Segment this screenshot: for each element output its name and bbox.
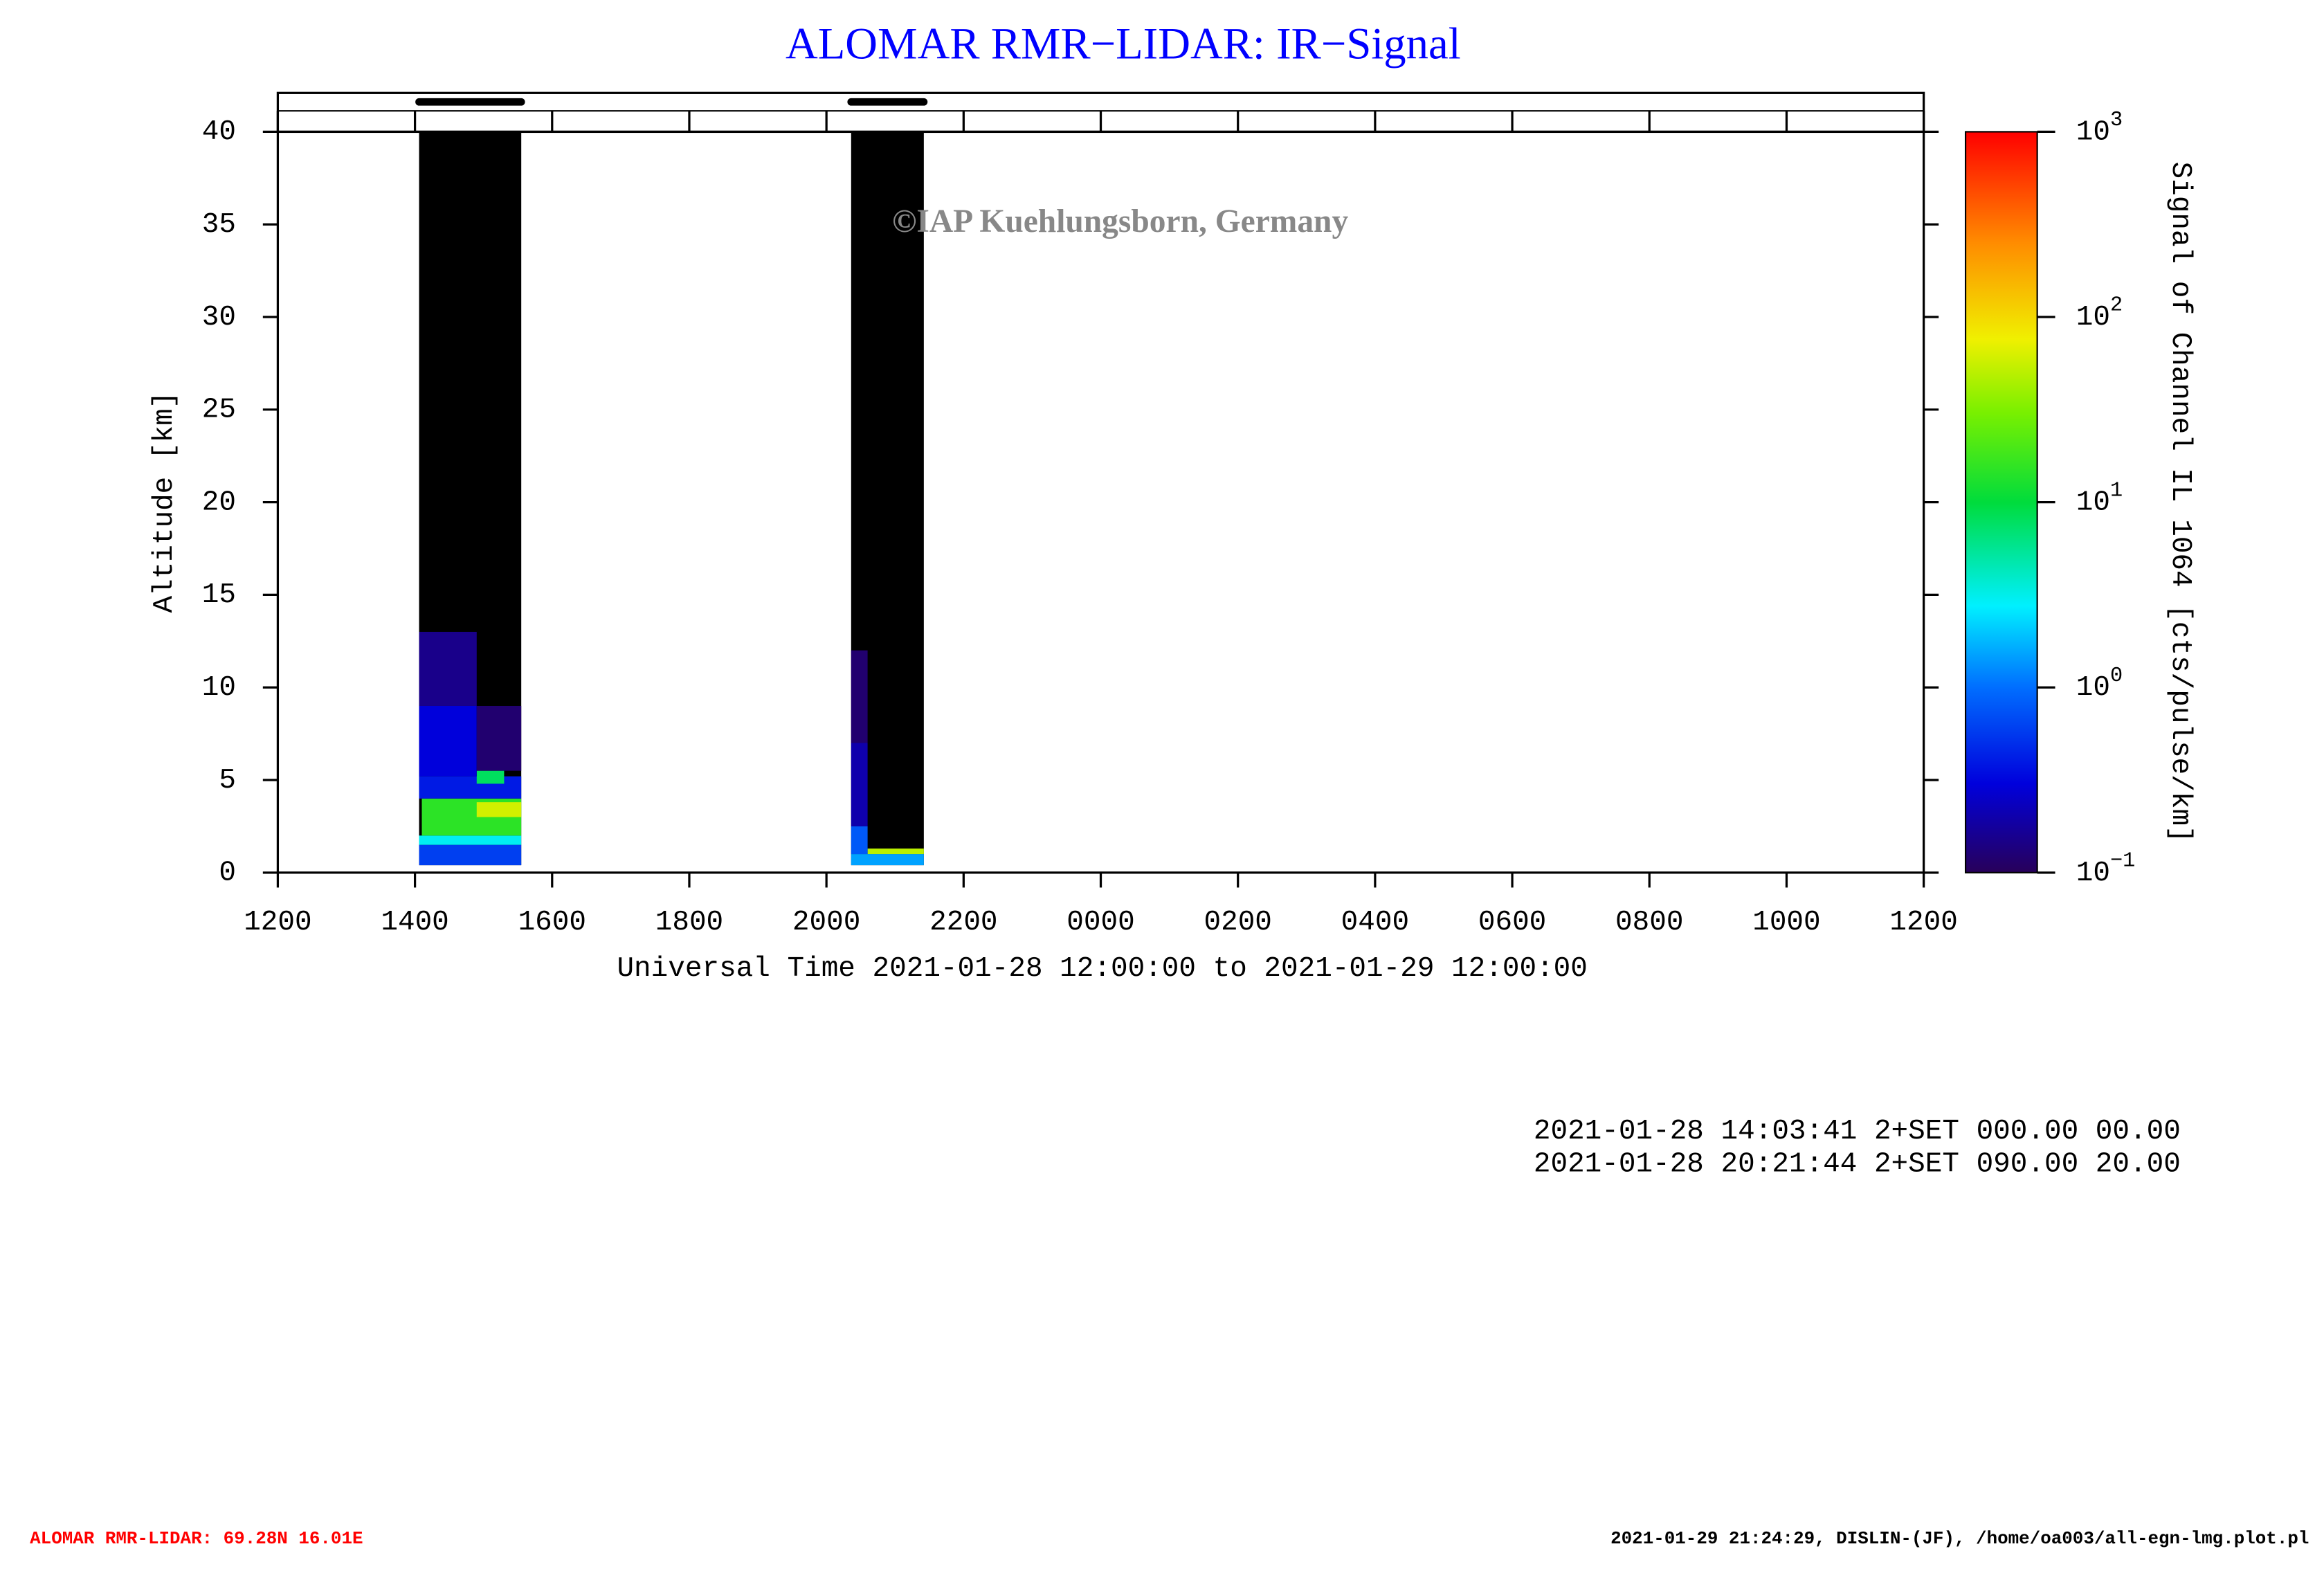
x-tick-label: 1400 [381, 907, 448, 938]
x-axis-label: Universal Time 2021-01-28 12:00:00 to 20… [617, 953, 1587, 985]
x-tick-label: 1200 [1889, 907, 1957, 938]
watermark: ©IAP Kuehlungsborn, Germany [892, 203, 1349, 239]
heatmap-cell [851, 854, 924, 866]
heatmap-cell [419, 835, 522, 845]
colorbar [1964, 131, 2038, 873]
heatmap-cell [476, 802, 522, 817]
y-tick-label: 15 [202, 579, 236, 611]
x-tick-label: 2000 [792, 907, 860, 938]
x-tick-label: 0200 [1204, 907, 1271, 938]
y-tick-label: 30 [202, 302, 236, 334]
x-tick-label: 2200 [929, 907, 997, 938]
heatmap-cell [851, 743, 868, 826]
y-tick-label: 10 [202, 672, 236, 704]
colorbar-tick-label: 102 [2076, 294, 2123, 334]
heatmap-cell [419, 844, 522, 866]
heatmap-cell [851, 826, 868, 855]
colorbar-tick-exponent: 0 [2110, 664, 2123, 688]
y-tick-label: 20 [202, 487, 236, 518]
heatmap-cell [851, 650, 868, 743]
heatmap-cell [419, 631, 477, 706]
x-tick-label: 1600 [518, 907, 586, 938]
footer-left: ALOMAR RMR-LIDAR: 69.28N 16.01E [30, 1528, 363, 1549]
y-tick-label: 35 [202, 209, 236, 241]
x-tick-label: 1000 [1752, 907, 1820, 938]
heatmap-cell [867, 849, 924, 855]
colorbar-tick-label: 103 [2076, 109, 2123, 148]
x-tick-label: 0400 [1341, 907, 1409, 938]
info-line: 2021-01-28 14:03:41 2+SET 000.00 00.00 [1534, 1116, 2181, 1148]
colorbar-tick-label: 101 [2076, 479, 2123, 518]
colorbar-tick-label: 10−1 [2076, 850, 2135, 889]
heatmap-cell [476, 770, 505, 784]
x-tick-label: 0800 [1615, 907, 1683, 938]
heatmap-cell [476, 705, 522, 771]
colorbar-tick-base: 10 [2076, 672, 2110, 704]
footer-right: 2021-01-29 21:24:29, DISLIN-(JF), /home/… [1610, 1528, 2309, 1549]
heatmap-cell [419, 705, 477, 777]
x-tick-label: 1800 [655, 907, 723, 938]
colorbar-tick-base: 10 [2076, 487, 2110, 518]
y-tick-label: 25 [202, 394, 236, 426]
colorbar-tick-exponent: 2 [2110, 294, 2123, 318]
y-axis-label: Altitude [km] [149, 392, 181, 613]
info-line: 2021-01-28 20:21:44 2+SET 090.00 20.00 [1534, 1148, 2181, 1180]
colorbar-tick-base: 10 [2076, 858, 2110, 889]
colorbar-tick-base: 10 [2076, 302, 2110, 334]
colorbar-tick-label: 100 [2076, 664, 2123, 704]
heatmap-cell [419, 776, 522, 799]
y-tick-label: 40 [202, 116, 236, 148]
y-tick-label: 5 [219, 765, 236, 797]
colorbar-tick-base: 10 [2076, 116, 2110, 148]
colorbar-tick-exponent: −1 [2110, 850, 2135, 873]
colorbar-label: Signal of Channel IL 1064 [cts/pulse/km] [2164, 162, 2196, 843]
colorbar-tick-exponent: 3 [2110, 109, 2123, 132]
x-tick-label: 1200 [244, 907, 311, 938]
x-tick-label: 0000 [1066, 907, 1134, 938]
y-tick-label: 0 [219, 858, 236, 889]
x-tick-label: 0600 [1478, 907, 1546, 938]
chart-title: ALOMAR RMR−LIDAR: IR−Signal [786, 19, 1461, 69]
colorbar-tick-exponent: 1 [2110, 479, 2123, 502]
